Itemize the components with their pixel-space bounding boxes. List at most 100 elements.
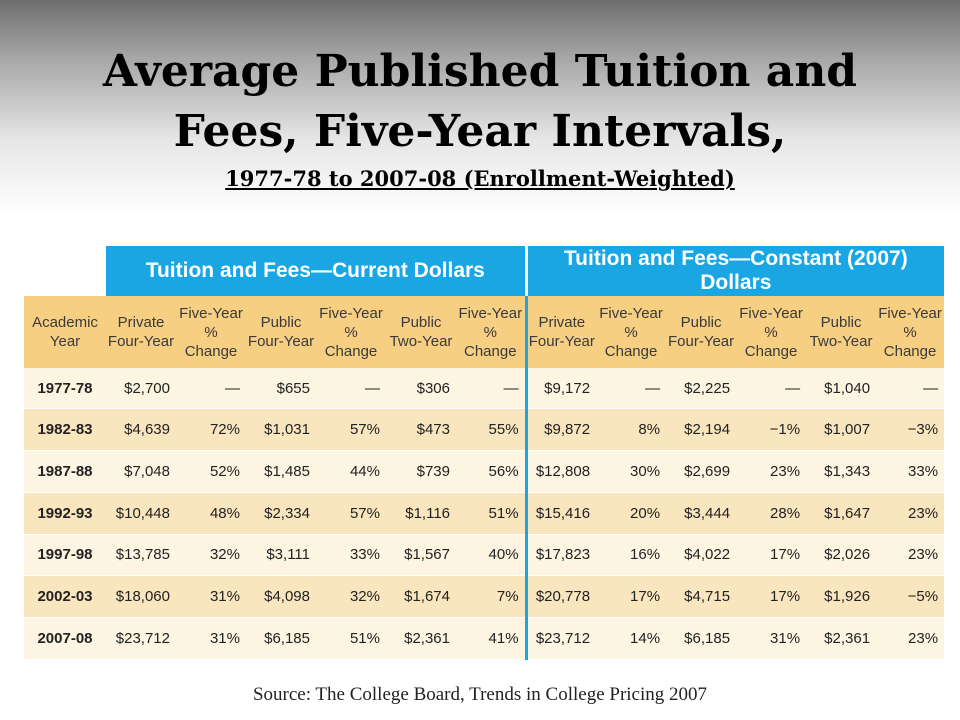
table-row: 1977-78 $2,700— $655— $306— $9,172— $2,225— $1… [24, 368, 945, 410]
table-cell: $473 [386, 408, 456, 451]
table-cell: $1,647 [806, 492, 877, 535]
table-cell: 44% [316, 450, 386, 493]
table-cell: $18,060 [106, 575, 176, 619]
table-cell: $6,185 [666, 617, 737, 660]
title-line-2: Fees, Five-Year Intervals, [173, 106, 787, 157]
table-cell: — [596, 368, 667, 410]
table-cell: 51% [316, 617, 386, 660]
table-cell: 55% [456, 408, 528, 451]
table-cell: $1,343 [806, 450, 877, 493]
table-cell: $23,712 [526, 617, 597, 660]
table-cell: — [316, 368, 386, 410]
table-cell: 57% [316, 492, 386, 535]
table-cell: 48% [176, 492, 246, 535]
table-cell: 72% [176, 408, 246, 451]
row-year-cell: 1992-93 [24, 492, 106, 535]
row-year-cell: 1987-88 [24, 450, 106, 493]
table-cell: $2,361 [806, 617, 877, 660]
table-cell: 33% [876, 450, 945, 493]
column-header: Public Four-Year [666, 296, 737, 368]
table-cell: $7,048 [106, 450, 176, 493]
table-row: 2002-03 $18,060 31% $4,098 32% $1,674 7% $20,77… [24, 575, 945, 619]
table-cell: $9,172 [526, 368, 597, 410]
table-cell: 16% [596, 534, 667, 577]
table-cell: 57% [316, 408, 386, 451]
table-cell: — [176, 368, 246, 410]
table-cell: $1,485 [246, 450, 316, 493]
table-cell: 30% [596, 450, 667, 493]
table-cell: 33% [316, 534, 386, 577]
table-cell: $306 [386, 368, 456, 410]
table-cell: $2,699 [666, 450, 737, 493]
table-cell: $12,808 [526, 450, 597, 493]
table-cell: — [876, 368, 945, 410]
table-row: 1982-83 $4,639 72% $1,031 57% $473 55% $9,872 8%… [24, 408, 945, 451]
table-cell: $23,712 [106, 617, 176, 660]
table-cell: 51% [456, 492, 528, 535]
row-year-cell: 2007-08 [24, 617, 106, 660]
table-cell: $15,416 [526, 492, 597, 535]
table-cell: 28% [736, 492, 807, 535]
row-year-cell: 2002-03 [24, 575, 106, 619]
table-cell: $2,194 [666, 408, 737, 451]
table-cell: $1,567 [386, 534, 456, 577]
column-header: Five-Year % Change [736, 296, 807, 368]
slide-title: Average Published Tuition and Fees, Five… [0, 42, 960, 196]
table-cell: $1,007 [806, 408, 877, 451]
group-constant-dollars: Tuition and Fees—Constant (2007) Dollars [526, 246, 945, 296]
table-cell: $20,778 [526, 575, 597, 619]
table-cell: 41% [456, 617, 528, 660]
table-cell: — [456, 368, 528, 410]
table-cell: $1,116 [386, 492, 456, 535]
table-cell: 23% [876, 617, 945, 660]
table-cell: 32% [176, 534, 246, 577]
table-cell: 7% [456, 575, 528, 619]
column-header-academic-year: Academic Year [24, 296, 106, 368]
table-cell: $655 [246, 368, 316, 410]
column-header-row: Academic Year Private Four-Year Five-Year … [24, 296, 945, 368]
column-header: Public Four-Year [246, 296, 316, 368]
table-cell: 23% [876, 534, 945, 577]
table-cell: 31% [176, 575, 246, 619]
title-line-1: Average Published Tuition and [102, 46, 858, 97]
table-cell: $2,700 [106, 368, 176, 410]
table-cell: $1,926 [806, 575, 877, 619]
row-year-cell: 1977-78 [24, 368, 106, 410]
table-cell: $13,785 [106, 534, 176, 577]
table-cell: 32% [316, 575, 386, 619]
table-row: 1987-88 $7,048 52% $1,485 44% $739 56% $12,808 3… [24, 450, 945, 493]
table-cell: $3,444 [666, 492, 737, 535]
table-body: 1977-78 $2,700— $655— $306— $9,172— $2,225— $1… [24, 368, 945, 660]
table-cell: $1,040 [806, 368, 877, 410]
table-cell: $4,098 [246, 575, 316, 619]
group-header-row: Tuition and Fees—Current Dollars Tuition… [24, 246, 945, 296]
table-cell: $6,185 [246, 617, 316, 660]
group-current-dollars: Tuition and Fees—Current Dollars [106, 246, 528, 296]
table-cell: −5% [876, 575, 945, 619]
group-header-blank [24, 246, 106, 296]
column-header: Five-Year % Change [316, 296, 386, 368]
table-cell: −1% [736, 408, 807, 451]
table-cell: 8% [596, 408, 667, 451]
table-cell: 56% [456, 450, 528, 493]
row-year-cell: 1997-98 [24, 534, 106, 577]
table-cell: $4,022 [666, 534, 737, 577]
table-cell: 14% [596, 617, 667, 660]
table-cell: 31% [736, 617, 807, 660]
table-cell: $739 [386, 450, 456, 493]
table-cell: $9,872 [526, 408, 597, 451]
table-cell: $1,031 [246, 408, 316, 451]
table-row: 2007-08 $23,712 31% $6,185 51% $2,361 41% $23,7… [24, 617, 945, 660]
column-header: Public Two-Year [806, 296, 877, 368]
table-cell: $4,715 [666, 575, 737, 619]
tuition-table-container: Tuition and Fees—Current Dollars Tuition… [24, 246, 945, 660]
table-cell: 31% [176, 617, 246, 660]
table-cell: $4,639 [106, 408, 176, 451]
table-cell: −3% [876, 408, 945, 451]
table-cell: $17,823 [526, 534, 597, 577]
column-header: Public Two-Year [386, 296, 456, 368]
table-cell: $2,334 [246, 492, 316, 535]
table-cell: 17% [736, 534, 807, 577]
tuition-table: Tuition and Fees—Current Dollars Tuition… [24, 246, 945, 660]
table-row: 1997-98 $13,785 32% $3,111 33% $1,567 40% $17,8… [24, 534, 945, 577]
